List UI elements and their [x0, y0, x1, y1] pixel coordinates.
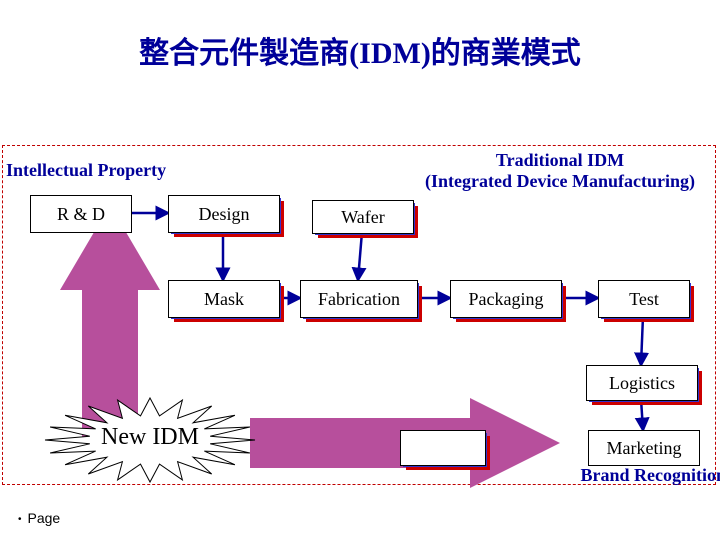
footer-text: Page	[28, 510, 61, 526]
process-box-label	[400, 430, 486, 466]
process-box-label: Wafer	[312, 200, 414, 234]
footer: •Page	[18, 510, 60, 526]
process-box-test: Test	[598, 280, 688, 316]
label-ip: Intellectual Property	[6, 160, 186, 181]
label-trad: Traditional IDM (Integrated Device Manuf…	[400, 150, 720, 191]
box-rd: R & D	[30, 195, 132, 233]
process-box-fabrication: Fabrication	[300, 280, 416, 316]
process-box-label: Design	[168, 195, 280, 233]
box-marketing: Marketing	[588, 430, 700, 466]
process-box-label: Test	[598, 280, 690, 318]
process-box-label: Fabrication	[300, 280, 418, 318]
process-box-mask: Mask	[168, 280, 278, 316]
label-brand: Brand Recognition	[546, 465, 720, 486]
big-arrow-up	[60, 205, 160, 440]
process-box-wafer: Wafer	[312, 200, 412, 232]
process-box-label: Mask	[168, 280, 280, 318]
arrow-wafer-fabrication	[358, 232, 362, 280]
process-box-logistics: Logistics	[586, 365, 696, 399]
process-box-packaging: Packaging	[450, 280, 560, 316]
process-box-label: Logistics	[586, 365, 698, 401]
new-idm-label: New IDM	[60, 424, 240, 451]
arrow-test-logistics	[641, 316, 643, 365]
process-box-design: Design	[168, 195, 278, 231]
process-box-label: Packaging	[450, 280, 562, 318]
process-box-hidden1	[400, 430, 484, 464]
